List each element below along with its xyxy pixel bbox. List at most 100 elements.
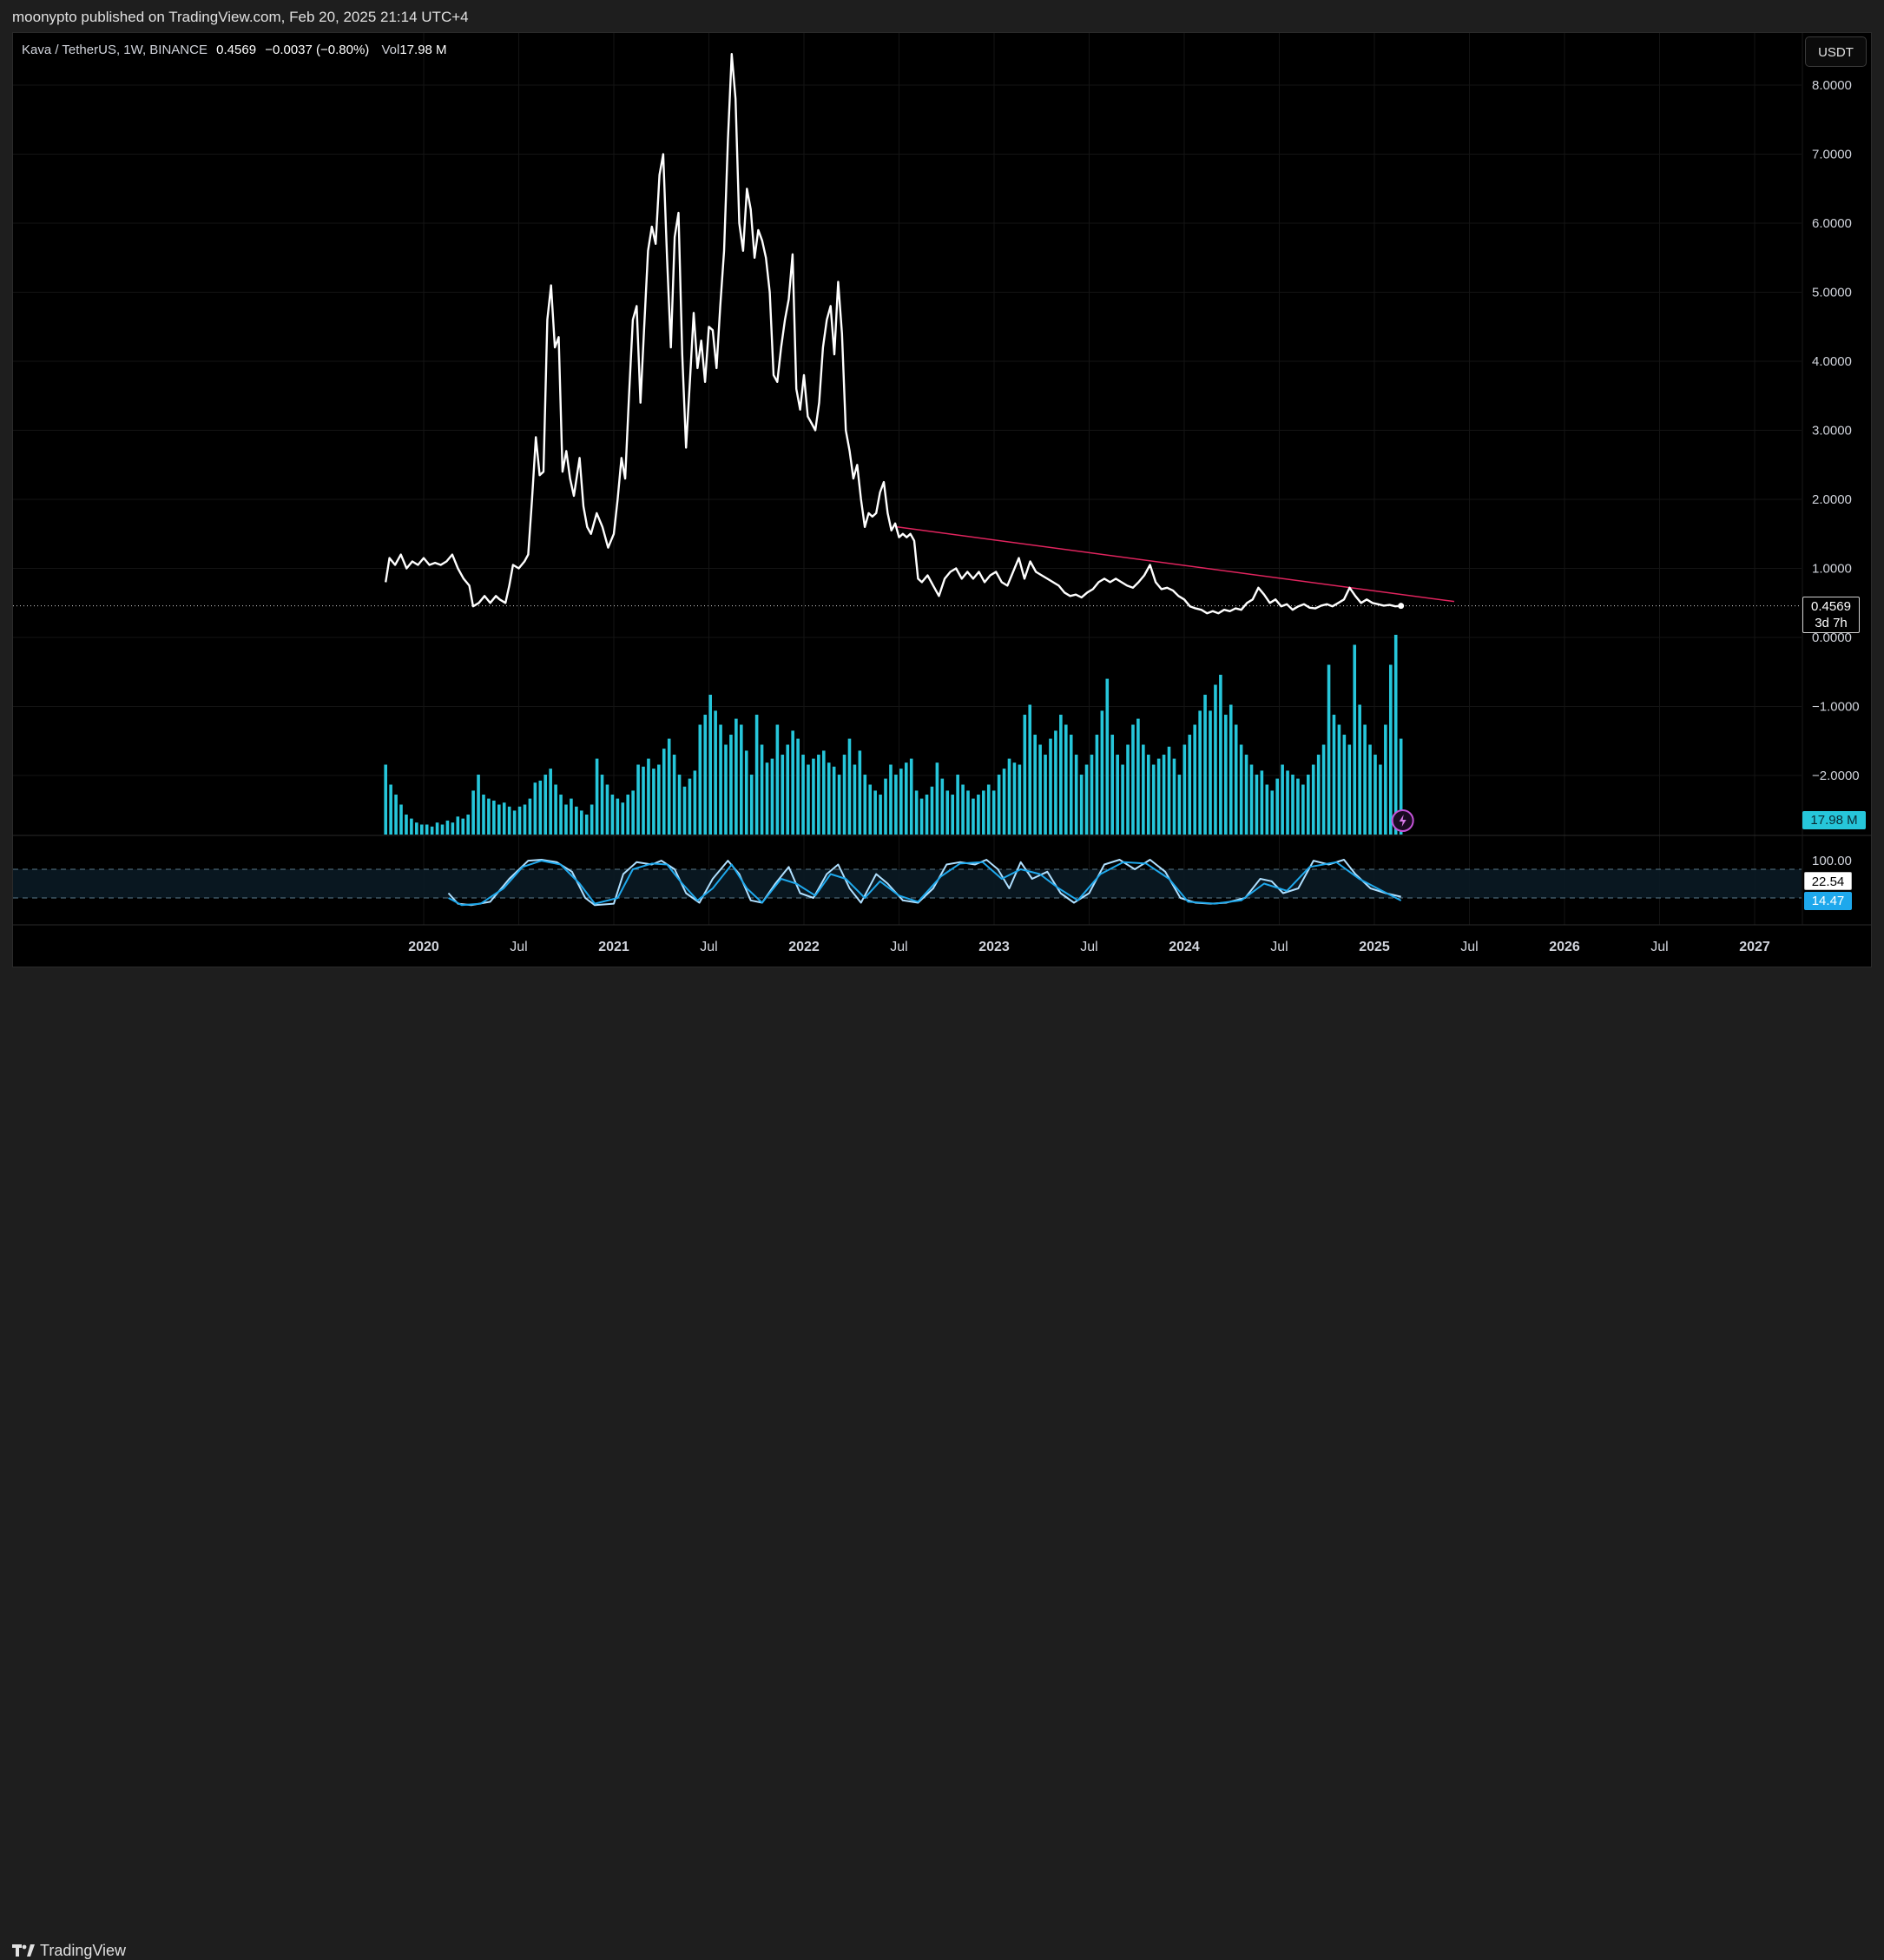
volume-bar (749, 775, 754, 835)
volume-bar (796, 738, 800, 835)
volume-bar (801, 755, 805, 835)
stoch-k-tag: 22.54 (1804, 872, 1852, 890)
volume-bar (440, 824, 445, 835)
currency-button[interactable]: USDT (1805, 36, 1867, 67)
tradingview-logo-icon (12, 1944, 35, 1957)
time-tick-label: Jul (1650, 940, 1668, 954)
volume-bar (847, 738, 852, 835)
volume-bar (688, 778, 692, 835)
volume-bar (1399, 738, 1403, 835)
volume-bar (1249, 764, 1254, 835)
volume-bar (533, 782, 537, 835)
volume-bar (389, 784, 392, 835)
volume-bar (703, 715, 708, 835)
volume-value: 17.98 M (399, 43, 447, 57)
volume-bar (1079, 775, 1084, 835)
volume-bar (405, 815, 408, 835)
volume-bar (899, 769, 903, 835)
volume-bar (1209, 710, 1212, 835)
volume-bar (610, 795, 615, 835)
volume-bar (1069, 735, 1073, 835)
stoch-line-d (448, 860, 1402, 907)
volume-bar (1393, 635, 1398, 835)
publisher-info: moonypto published on TradingView.com, F… (12, 9, 469, 25)
volume-bar (636, 764, 640, 835)
volume-bar (1275, 778, 1279, 835)
volume-bar (1038, 744, 1042, 835)
volume-bar (1188, 735, 1192, 835)
volume-bar (523, 804, 527, 835)
volume-bar (451, 822, 455, 835)
brand-name: TradingView (40, 1942, 127, 1959)
volume-bar (394, 795, 398, 835)
volume-bar (977, 795, 980, 835)
volume-bar (1151, 764, 1156, 835)
volume-bar (791, 730, 794, 835)
lightning-bolt-icon (1399, 815, 1406, 827)
volume-bar (1311, 764, 1315, 835)
volume-bar (482, 795, 485, 835)
volume-bar (1007, 758, 1011, 835)
volume-bar (1198, 710, 1202, 835)
volume-bar (579, 810, 583, 835)
volume-bar (647, 758, 650, 835)
volume-bar (445, 820, 450, 835)
volume-bar (698, 724, 702, 835)
volume-bar (1332, 715, 1336, 835)
volume-bar (1224, 715, 1228, 835)
volume-bar (1291, 775, 1294, 835)
time-tick-label: 2026 (1549, 940, 1580, 954)
volume-bar (1167, 746, 1171, 835)
volume-bar (1316, 755, 1321, 835)
volume-bar (1203, 695, 1207, 835)
volume-bar (1296, 778, 1300, 835)
volume-bar (1255, 775, 1259, 835)
volume-bar (770, 758, 774, 835)
volume-bar (1307, 775, 1310, 835)
volume-bar (1244, 755, 1248, 835)
time-tick-label: Jul (510, 940, 527, 954)
tradingview-brand[interactable]: TradingView (12, 1942, 126, 1960)
price-tick-label: −1.0000 (1812, 700, 1860, 715)
chart-canvas[interactable]: 8.0000 7.0000 6.0000 5.0000 4.0000 3.0000 2.00… (0, 0, 1884, 1005)
volume-bar (575, 806, 578, 835)
volume-bar (760, 744, 764, 835)
volume-bar (1110, 735, 1115, 835)
volume-bar (1373, 755, 1377, 835)
volume-bar (982, 790, 985, 835)
volume-bar (1388, 664, 1393, 835)
time-tick-label: 2024 (1169, 940, 1200, 954)
volume-bar (626, 795, 630, 835)
time-tick-label: Jul (890, 940, 907, 954)
volume-bar (435, 822, 439, 835)
volume-bar (590, 804, 594, 835)
volume-bar (858, 750, 862, 835)
volume-bar (1162, 755, 1166, 835)
volume-bar (863, 775, 867, 835)
volume-bar (667, 738, 671, 835)
volume-bar (986, 784, 991, 835)
volume-bar (657, 764, 661, 835)
volume-bar (1219, 675, 1222, 835)
stoch-tick-label: 100.00 (1812, 854, 1852, 868)
volume-bar (1337, 724, 1341, 835)
symbol-legend[interactable]: Kava / TetherUS, 1W, BINANCE 0.4569 −0.0… (22, 43, 447, 57)
price-tick-label: 7.0000 (1812, 148, 1852, 162)
volume-bar (807, 764, 810, 835)
volume-bar (842, 755, 846, 835)
volume-bar (497, 804, 501, 835)
volume-bar (744, 750, 748, 835)
volume-bar (621, 802, 625, 835)
price-tick-label: 0.0000 (1812, 630, 1852, 645)
volume-bar (605, 784, 609, 835)
time-tick-label: 2020 (408, 940, 439, 954)
symbol-name[interactable]: Kava / TetherUS, 1W, BINANCE (22, 43, 208, 57)
volume-bar (1327, 664, 1331, 835)
volume-bar (919, 798, 924, 835)
volume-bar (477, 775, 480, 835)
volume-bar (1028, 704, 1032, 835)
volume-bar (1116, 755, 1119, 835)
volume-bar (693, 770, 697, 835)
trend-line (897, 526, 1455, 603)
price-tick-label: −2.0000 (1812, 769, 1860, 783)
